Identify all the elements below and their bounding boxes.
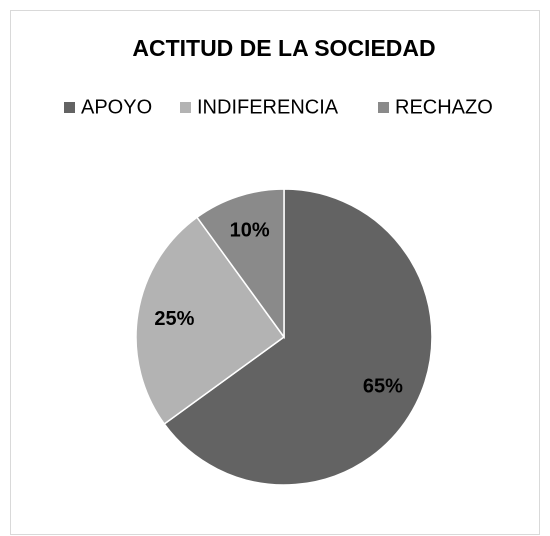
pie-slice bbox=[163, 188, 433, 486]
pie-slice bbox=[135, 216, 286, 426]
pie-slice bbox=[195, 188, 285, 340]
legend-label: INDIFERENCIA bbox=[197, 96, 339, 118]
legend-swatch bbox=[64, 102, 75, 113]
chart-title: ACTITUD DE LA SOCIEDAD bbox=[132, 35, 435, 61]
data-label: 65% bbox=[363, 376, 403, 398]
legend-label: APOYO bbox=[81, 96, 152, 118]
legend-label: RECHAZO bbox=[395, 96, 493, 118]
legend-swatch bbox=[378, 102, 389, 113]
legend-swatch bbox=[180, 102, 191, 113]
data-label: 10% bbox=[230, 220, 270, 242]
data-label: 25% bbox=[154, 308, 194, 330]
